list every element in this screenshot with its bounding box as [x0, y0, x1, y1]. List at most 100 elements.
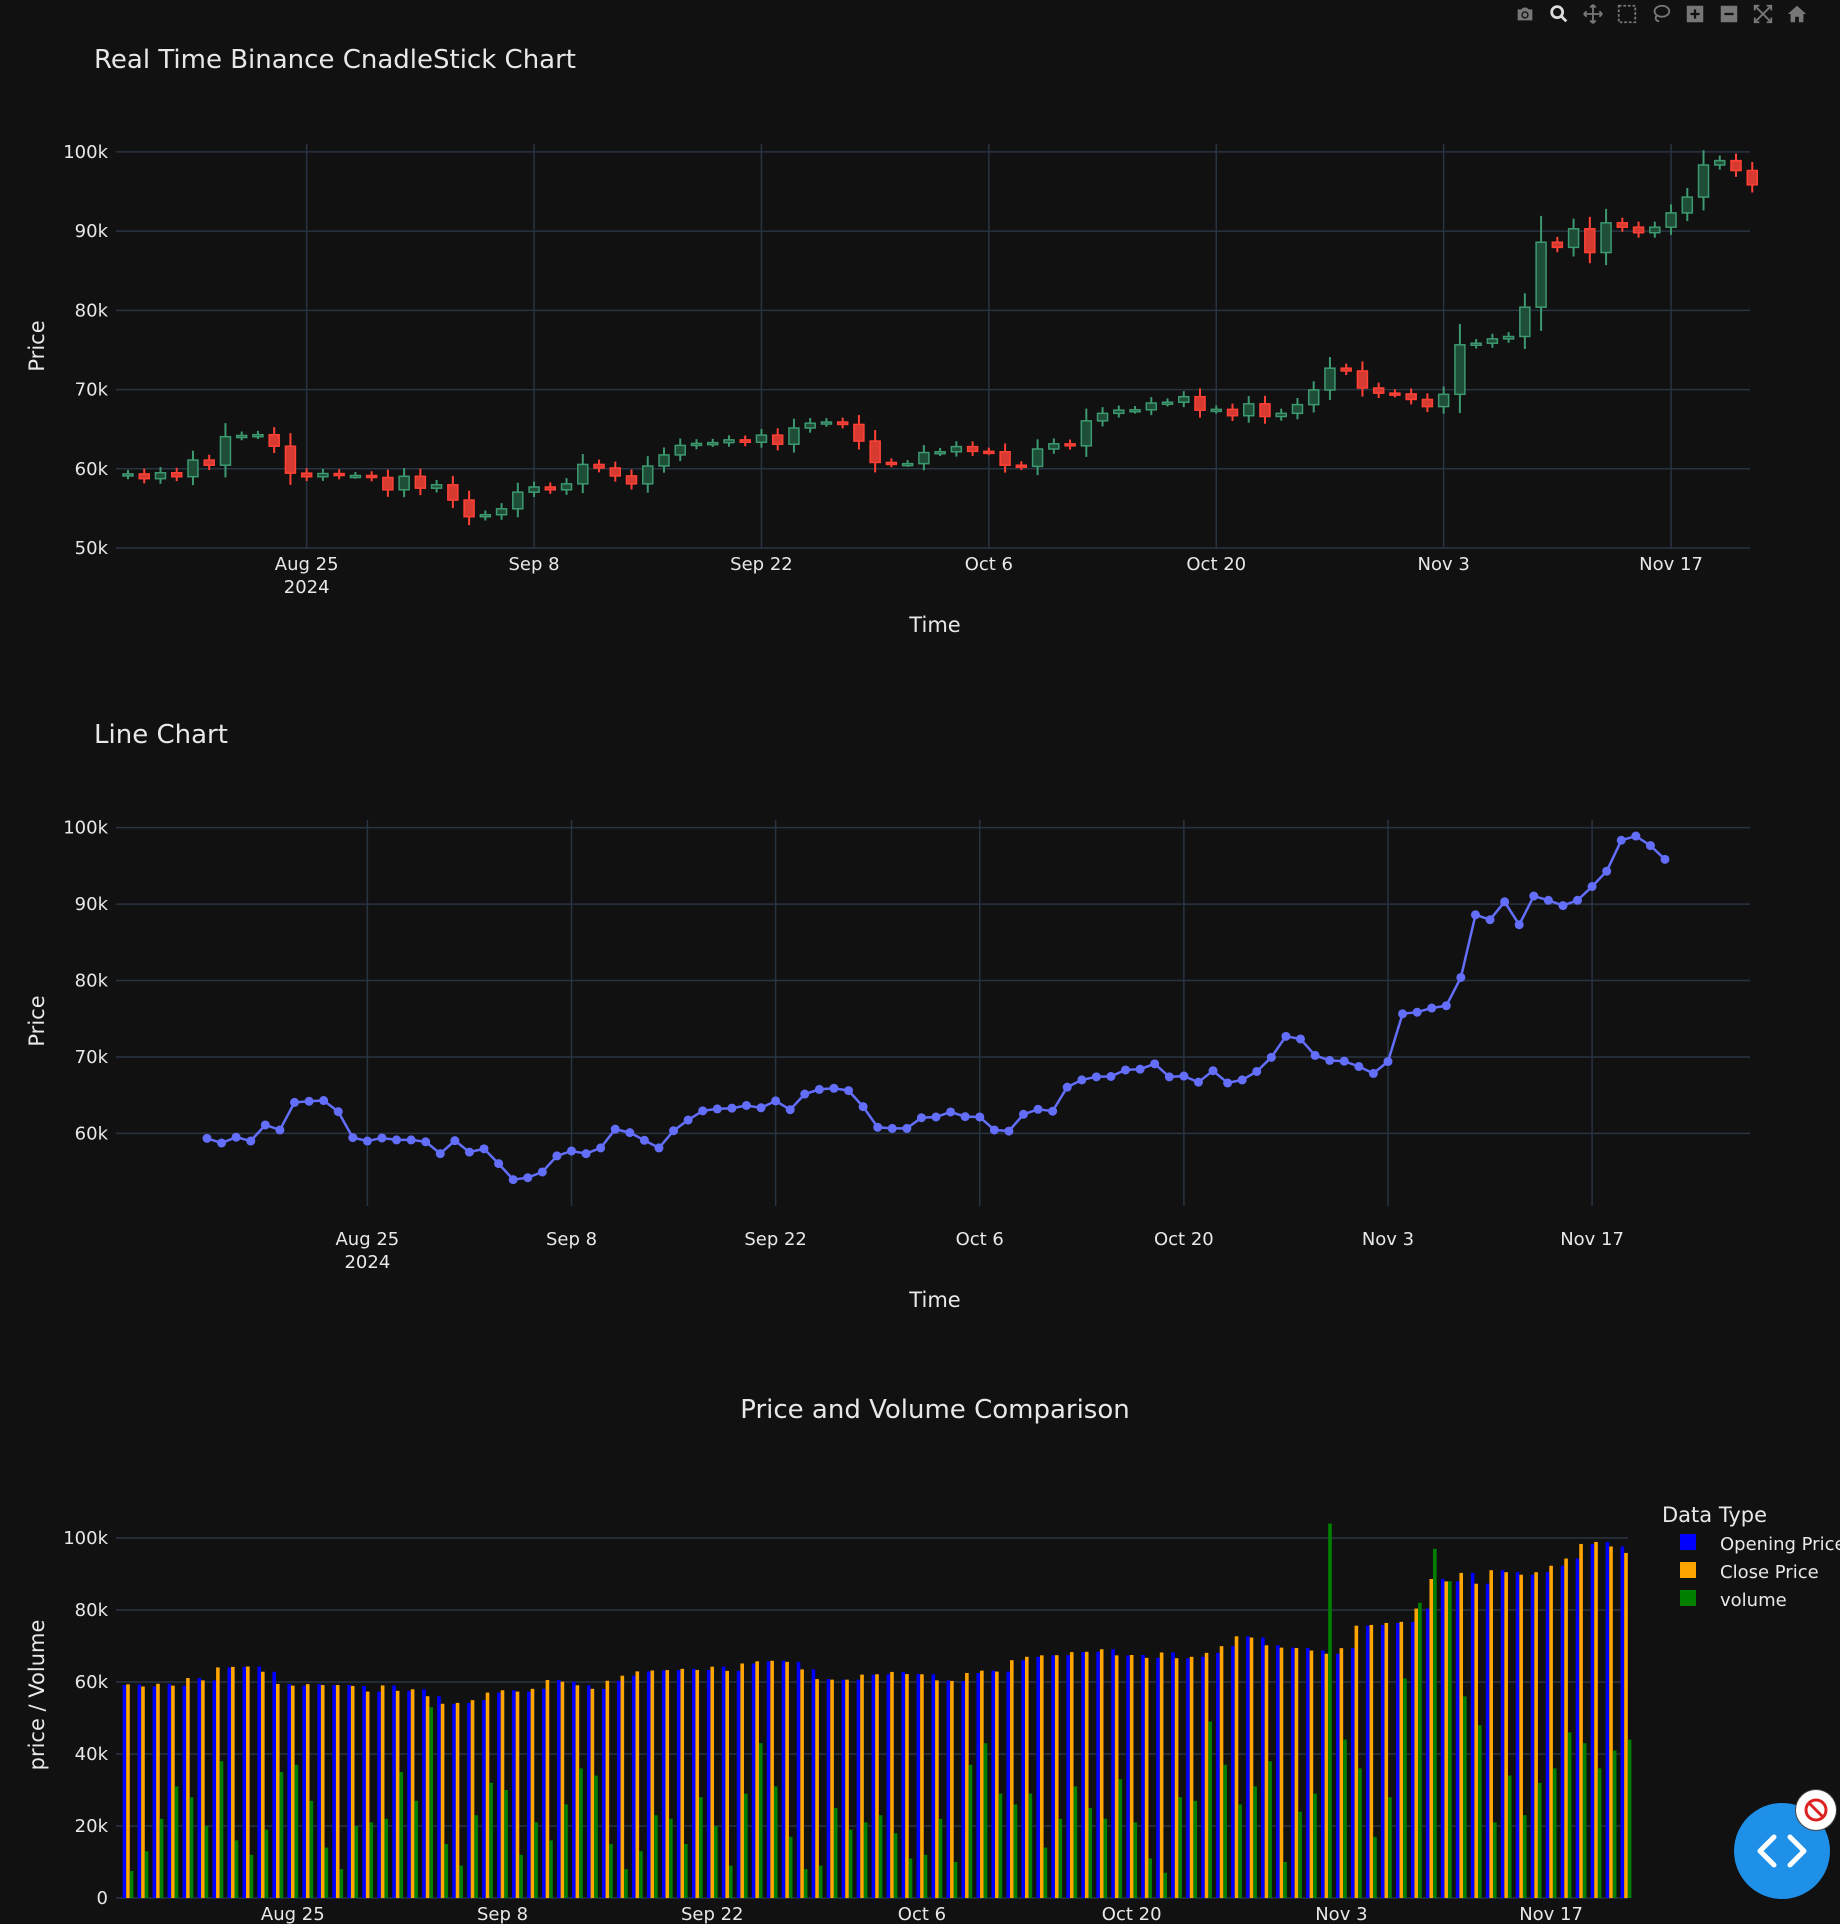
x-tick-year-label: 2024 [344, 1252, 390, 1273]
candle-body [447, 484, 459, 501]
candle-body [836, 421, 849, 426]
close-price-bar [305, 1684, 310, 1898]
close-price-bar [995, 1671, 999, 1898]
line-marker [1339, 1056, 1349, 1066]
candle-body [138, 473, 150, 480]
opening-price-bar [886, 1674, 891, 1898]
close-price-bar [920, 1674, 924, 1898]
close-price-bar [216, 1667, 220, 1898]
line-marker [1645, 841, 1655, 851]
home-icon[interactable] [1784, 2, 1810, 26]
candle-body [901, 462, 914, 467]
candlestick-series[interactable] [122, 150, 1759, 526]
line-marker [1223, 1078, 1233, 1088]
volume-bar [489, 1782, 493, 1898]
volume-bar [579, 1768, 583, 1898]
close-price-bar [1069, 1652, 1074, 1898]
candle-body [820, 421, 833, 425]
opening-price-bar [1051, 1655, 1055, 1898]
legend-item-close-price[interactable]: Close Price [1680, 1562, 1819, 1583]
legend-item-volume[interactable]: volume [1680, 1590, 1787, 1611]
candle-body [771, 434, 784, 445]
volume-bar [1103, 1818, 1108, 1898]
box-select-icon[interactable] [1614, 2, 1640, 26]
volume-bar [1403, 1678, 1407, 1898]
legend-label-volume: volume [1720, 1590, 1787, 1611]
candle-body [235, 434, 248, 439]
zoom-icon[interactable] [1546, 2, 1572, 26]
close-price-bar [1204, 1652, 1209, 1898]
bar-series[interactable] [122, 1523, 1632, 1898]
opening-price-bar [542, 1688, 546, 1898]
line-marker [902, 1123, 912, 1133]
line-marker [202, 1133, 212, 1143]
candle-body [999, 451, 1011, 466]
close-price-bar [1384, 1622, 1389, 1898]
candle-body [1178, 395, 1190, 403]
opening-price-bar [1590, 1543, 1595, 1898]
candlestick-gridlines [116, 144, 1750, 549]
volume-bar [1358, 1768, 1362, 1898]
volume-bar [1058, 1818, 1063, 1898]
volume-bar [1567, 1732, 1572, 1898]
line-marker [1252, 1066, 1262, 1076]
opening-price-bar [482, 1700, 486, 1898]
opening-price-bar [1246, 1636, 1250, 1898]
close-price-bar [830, 1679, 834, 1898]
opening-price-bar [766, 1661, 771, 1898]
camera-icon[interactable] [1512, 2, 1538, 26]
candle-body [1486, 338, 1499, 344]
volume-bar [998, 1793, 1003, 1898]
candle-body [268, 433, 280, 447]
candle-body [1567, 228, 1580, 249]
line-marker [421, 1137, 431, 1147]
block-badge[interactable] [1796, 1790, 1836, 1830]
opening-price-bar [1081, 1652, 1085, 1898]
candle-body [1746, 169, 1759, 186]
candle-body [219, 435, 232, 466]
opening-price-bar [332, 1685, 336, 1898]
opening-price-bar [287, 1683, 291, 1898]
line-marker [479, 1144, 489, 1154]
line-marker [392, 1135, 402, 1145]
opening-price-bar [197, 1678, 202, 1898]
volume-bar [1028, 1793, 1033, 1898]
line-y-axis-title: Price [25, 995, 49, 1046]
line-marker [1018, 1109, 1028, 1119]
volume-bar [1208, 1721, 1212, 1898]
volume-bar [1433, 1548, 1437, 1898]
volume-bar [1582, 1743, 1587, 1898]
candle-body [1259, 403, 1271, 418]
line-marker [1514, 920, 1524, 930]
x-tick-label: Oct 20 [1102, 1904, 1162, 1924]
volume-bar [444, 1844, 448, 1898]
volume-bar [249, 1854, 254, 1898]
volume-bar [414, 1800, 419, 1898]
close-price-bar [1054, 1655, 1059, 1898]
line-marker [1033, 1104, 1043, 1114]
x-tick-label: Oct 6 [956, 1229, 1004, 1250]
pan-icon[interactable] [1580, 2, 1606, 26]
legend-item-opening-price[interactable]: Opening Price [1680, 1534, 1840, 1555]
volume-bar [369, 1822, 374, 1898]
legend-label-opening-price: Opening Price [1720, 1534, 1840, 1555]
volume-bar [1418, 1602, 1422, 1898]
lasso-select-icon[interactable] [1648, 2, 1674, 26]
line-marker [348, 1133, 358, 1143]
autoscale-icon[interactable] [1750, 2, 1776, 26]
candle-body [349, 474, 362, 479]
zoom-out-icon[interactable] [1716, 2, 1742, 26]
zoom-in-icon[interactable] [1682, 2, 1708, 26]
line-marker [989, 1125, 999, 1135]
close-price-bar [1114, 1655, 1119, 1898]
opening-price-bar [721, 1666, 726, 1898]
line-series-markers[interactable] [202, 831, 1670, 1185]
opening-price-bar [1395, 1622, 1400, 1898]
opening-price-bar [272, 1671, 276, 1898]
opening-price-bar [257, 1666, 262, 1898]
volume-bar [564, 1804, 568, 1898]
line-marker [333, 1107, 343, 1117]
line-marker [1631, 831, 1641, 841]
volume-bar [1223, 1764, 1227, 1898]
